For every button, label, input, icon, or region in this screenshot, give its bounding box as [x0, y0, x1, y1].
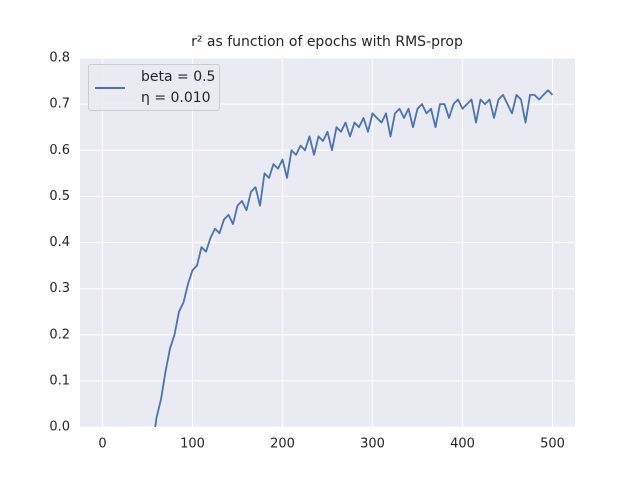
- y-tick-label: 0.5: [49, 189, 70, 204]
- x-tick-label: 400: [450, 437, 475, 452]
- y-tick-label: 0.6: [49, 143, 70, 158]
- legend: beta = 0.5 η = 0.010: [88, 64, 220, 111]
- x-tick-label: 300: [360, 437, 385, 452]
- x-tick-label: 200: [270, 437, 295, 452]
- y-tick-label: 0.2: [49, 327, 70, 342]
- y-tick-label: 0.4: [49, 235, 70, 250]
- x-tick-label: 500: [540, 437, 565, 452]
- x-tick-label: 0: [98, 437, 106, 452]
- y-tick-label: 0.1: [49, 373, 70, 388]
- grid: [80, 57, 575, 428]
- x-tick-label: 100: [180, 437, 205, 452]
- legend-swatch: [95, 87, 125, 89]
- y-tick-label: 0.7: [49, 97, 70, 112]
- legend-label: beta = 0.5 η = 0.010: [141, 69, 216, 106]
- chart-title: r² as function of epochs with RMS-prop: [191, 34, 463, 50]
- y-tick-label: 0.0: [49, 420, 70, 435]
- y-tick-label: 0.3: [49, 281, 70, 296]
- y-tick-label: 0.8: [49, 51, 70, 66]
- data-line: [154, 89, 554, 427]
- marks: [154, 89, 554, 427]
